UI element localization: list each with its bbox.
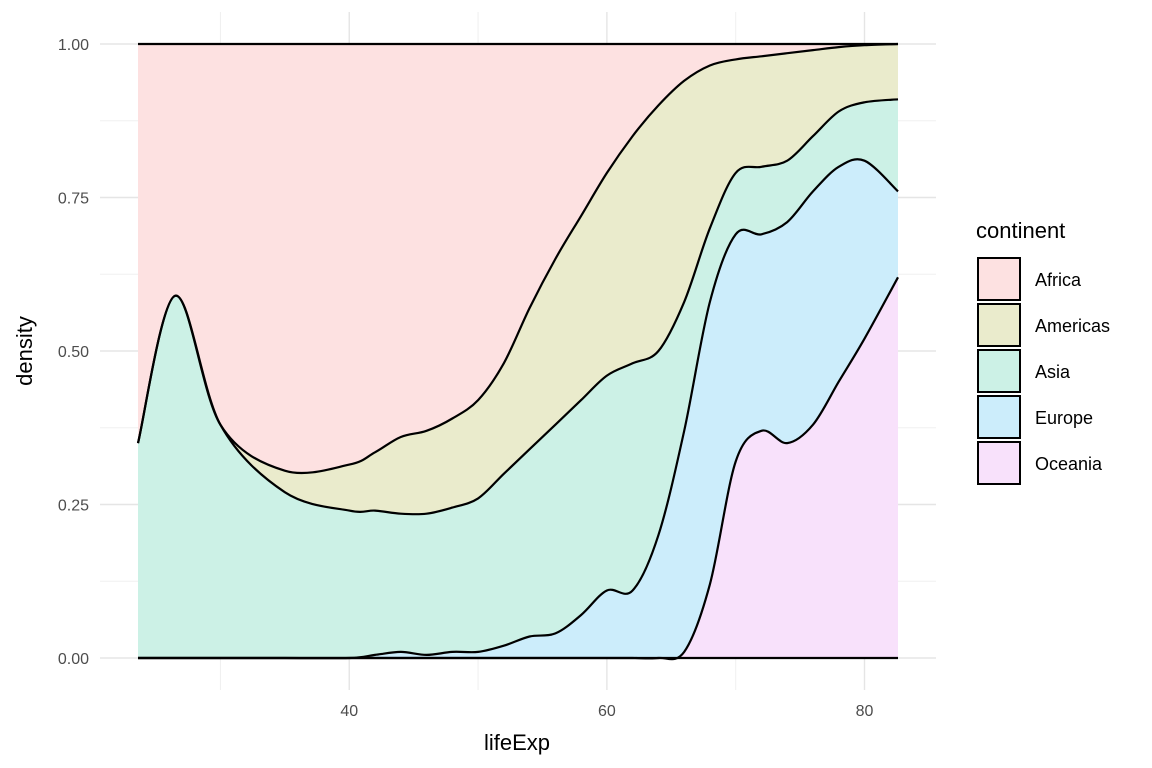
area-asia [138, 99, 898, 659]
legend-label-americas: Americas [1035, 316, 1110, 336]
y-tick-label-2: 0.50 [58, 344, 89, 361]
x-axis-title: lifeExp [484, 730, 550, 755]
y-tick-label-0: 0.00 [58, 651, 89, 668]
area-oceania [138, 277, 898, 660]
x-axis-ticks: 40 60 80 [340, 703, 873, 720]
legend-key-americas [977, 303, 1021, 347]
y-tick-label-3: 0.75 [58, 191, 89, 208]
legend-title: continent [976, 218, 1065, 243]
legend-key-oceania [977, 441, 1021, 485]
y-tick-label-4: 1.00 [58, 37, 89, 54]
legend-label-europe: Europe [1035, 408, 1093, 428]
area-americas [138, 44, 898, 515]
y-axis-title: density [12, 316, 37, 386]
x-tick-label-0: 40 [340, 703, 358, 720]
area-europe [138, 159, 898, 660]
density-areas [138, 44, 898, 660]
y-tick-label-1: 0.25 [58, 498, 89, 515]
legend: continent Africa Americas Asia Europe Oceani… [976, 218, 1110, 485]
density-lines [136, 42, 899, 661]
line-americas [136, 42, 899, 475]
x-tick-label-2: 80 [856, 703, 874, 720]
legend-key-africa [977, 257, 1021, 301]
line-europe [138, 158, 899, 660]
legend-key-europe [977, 395, 1021, 439]
legend-label-oceania: Oceania [1035, 454, 1103, 474]
legend-label-asia: Asia [1035, 362, 1071, 382]
line-asia [136, 98, 899, 516]
legend-key-asia [977, 349, 1021, 393]
legend-label-africa: Africa [1035, 270, 1082, 290]
y-axis-ticks: 0.00 0.25 0.50 0.75 1.00 [58, 37, 89, 668]
area-africa [138, 44, 898, 474]
x-tick-label-1: 60 [598, 703, 616, 720]
